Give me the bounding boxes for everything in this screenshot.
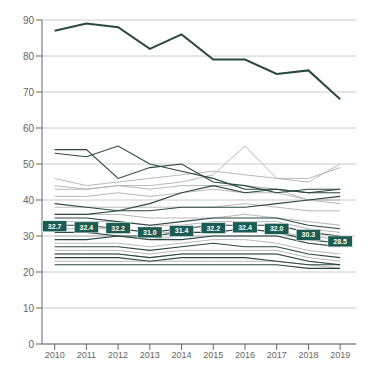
svg-text:32.2: 32.2: [111, 225, 125, 232]
svg-text:28.5: 28.5: [333, 238, 347, 245]
svg-text:2019: 2019: [330, 350, 350, 360]
svg-text:2015: 2015: [203, 350, 223, 360]
svg-text:2010: 2010: [45, 350, 65, 360]
svg-text:30: 30: [23, 231, 35, 242]
svg-text:2018: 2018: [298, 350, 318, 360]
svg-text:10: 10: [23, 303, 35, 314]
svg-text:2011: 2011: [77, 350, 96, 360]
svg-text:2013: 2013: [140, 350, 160, 360]
svg-text:0: 0: [28, 339, 34, 350]
svg-text:32.2: 32.2: [206, 225, 220, 232]
svg-text:31.0: 31.0: [143, 229, 157, 236]
svg-text:2012: 2012: [108, 350, 128, 360]
svg-text:30.3: 30.3: [302, 231, 316, 238]
svg-text:80: 80: [23, 51, 35, 62]
svg-text:32.7: 32.7: [48, 223, 62, 230]
svg-text:2017: 2017: [267, 350, 287, 360]
svg-text:70: 70: [23, 87, 35, 98]
svg-text:32.4: 32.4: [80, 224, 94, 231]
svg-text:32.0: 32.0: [270, 225, 284, 232]
svg-text:20: 20: [23, 267, 35, 278]
svg-text:60: 60: [23, 123, 35, 134]
svg-text:2014: 2014: [172, 350, 192, 360]
svg-text:31.4: 31.4: [175, 227, 189, 234]
svg-text:32.4: 32.4: [238, 224, 252, 231]
svg-text:50: 50: [23, 159, 35, 170]
svg-text:40: 40: [23, 195, 35, 206]
svg-text:2016: 2016: [235, 350, 255, 360]
svg-text:90: 90: [23, 15, 35, 26]
